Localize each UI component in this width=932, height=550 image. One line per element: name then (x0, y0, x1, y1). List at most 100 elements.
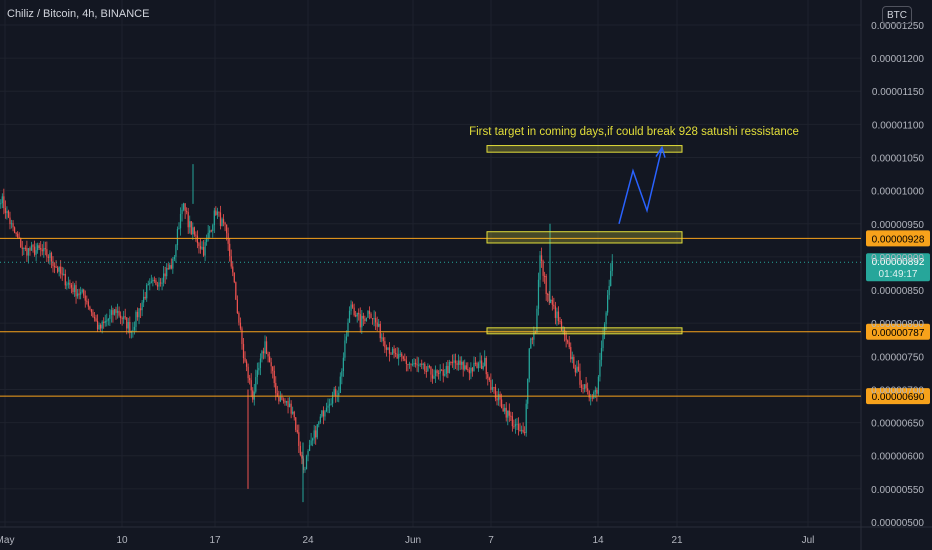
candle-body (565, 335, 567, 341)
candle-body (490, 380, 492, 390)
candle-body (287, 400, 289, 407)
candle-body (282, 399, 285, 401)
candle-body (123, 316, 125, 320)
candle-body (26, 247, 28, 256)
candle-body (485, 357, 487, 375)
candle-body (568, 342, 570, 348)
annotation-text[interactable]: First target in coming days,if could bre… (469, 126, 799, 138)
candle-body (190, 221, 192, 235)
price-zone-rectangle[interactable] (486, 327, 683, 335)
candle-body (376, 322, 378, 327)
candle-body (278, 396, 280, 402)
candle-body (367, 310, 369, 318)
candle-body (396, 353, 398, 359)
candle-body (454, 360, 457, 364)
candle-body (60, 266, 62, 274)
candle-body (517, 423, 520, 430)
candle-body (550, 299, 552, 302)
candle-body (502, 408, 504, 412)
candle-body (421, 363, 423, 365)
price-zone-rectangle[interactable] (486, 145, 683, 153)
candle-body (67, 282, 69, 285)
candle-body (441, 369, 443, 371)
candle-body (149, 282, 151, 285)
candle-body (418, 364, 420, 366)
candle-body (258, 367, 260, 371)
candle-body (450, 361, 452, 363)
candle-body (136, 311, 139, 318)
candle-body (528, 348, 530, 379)
candle-body (281, 396, 283, 400)
candle-body (519, 429, 521, 431)
candle-body (596, 389, 598, 394)
candle-body (249, 378, 251, 381)
x-tick-label: 17 (209, 535, 221, 546)
candle-body (55, 266, 57, 268)
candle-body (516, 423, 518, 425)
candle-body (38, 245, 40, 249)
candle-body (84, 295, 86, 301)
candle-body (333, 389, 335, 395)
candle-body (192, 227, 194, 235)
candle-body (156, 284, 159, 287)
candle-body (583, 384, 586, 389)
candle-body (241, 328, 243, 345)
candle-body (261, 351, 263, 359)
candle-body (73, 285, 76, 293)
candle-body (78, 293, 80, 295)
candle-body (215, 210, 217, 215)
candle-body (33, 246, 36, 255)
candle-body (481, 360, 483, 369)
candle-body (361, 315, 363, 328)
candle-body (384, 341, 386, 348)
candle-body (132, 329, 134, 331)
candle-body (9, 217, 11, 225)
candle-body (76, 293, 79, 297)
candle-body (96, 321, 99, 330)
y-tick-label: 0.00000900 (871, 253, 924, 264)
candle-body (430, 366, 432, 375)
candle-body (438, 373, 440, 375)
candle-body (507, 410, 509, 418)
candle-body (308, 445, 311, 451)
currency-button[interactable]: BTC (882, 6, 912, 24)
y-tick-label: 0.00000650 (871, 419, 924, 430)
y-tick-label: 0.00000500 (871, 518, 924, 529)
candle-body (3, 196, 5, 209)
candle-body (284, 400, 286, 403)
candle-body (150, 281, 152, 283)
candle-body (113, 309, 116, 315)
candle-body (488, 377, 490, 381)
candle-body (501, 399, 503, 409)
candle-body (410, 363, 412, 365)
candle-body (89, 306, 91, 310)
candle-body (233, 272, 235, 283)
candle-body (553, 304, 555, 307)
candle-body (209, 230, 211, 233)
candle-body (269, 356, 271, 363)
candle-body (324, 411, 326, 417)
y-tick-label: 0.00001150 (872, 87, 925, 98)
candle-body (456, 363, 458, 365)
candle-body (13, 227, 16, 233)
candle-body (179, 213, 182, 229)
candle-body (50, 252, 53, 262)
candle-body (52, 261, 54, 267)
projection-path[interactable] (618, 147, 663, 224)
candle-body (591, 397, 593, 399)
candle-body (327, 405, 329, 408)
price-zone-rectangle[interactable] (486, 231, 683, 244)
candle-body (448, 361, 450, 373)
candle-body (184, 203, 186, 212)
candle-body (166, 268, 168, 277)
candle-body (531, 338, 533, 340)
candle-body (0, 203, 2, 205)
candle-body (175, 245, 177, 257)
candle-body (497, 394, 500, 401)
candle-body (574, 367, 576, 373)
candle-body (103, 321, 105, 323)
candle-body (290, 403, 292, 414)
candle-body (585, 384, 587, 389)
candle-body (104, 320, 106, 323)
